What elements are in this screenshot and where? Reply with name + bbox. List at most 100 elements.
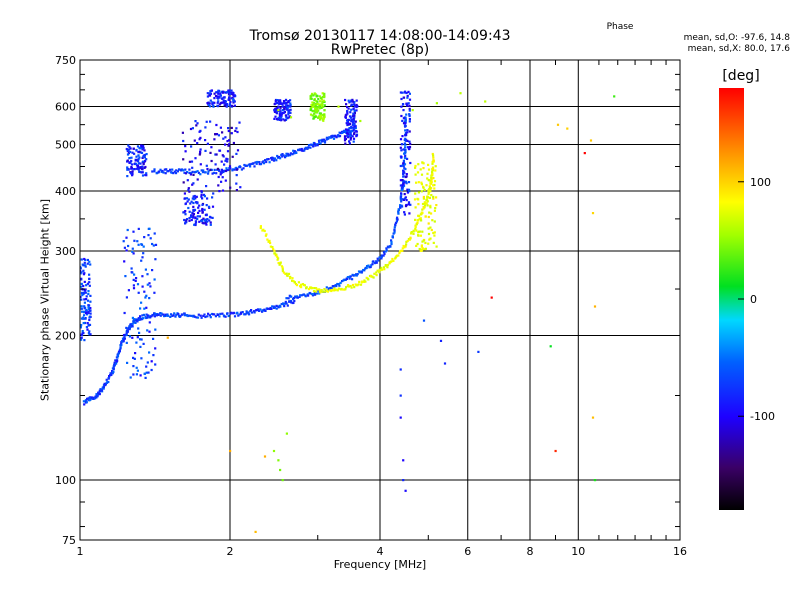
echo-point	[367, 278, 370, 281]
echo-point	[182, 169, 185, 172]
echo-point	[266, 307, 270, 310]
echo-point	[190, 218, 193, 222]
echo-point	[137, 162, 141, 165]
echo-point	[427, 191, 430, 194]
echo-point	[131, 247, 134, 250]
echo-point	[170, 171, 173, 174]
echo-point	[195, 195, 198, 198]
echo-point	[333, 287, 336, 290]
echo-point	[406, 94, 409, 98]
echo-point	[317, 106, 320, 109]
echo-point	[315, 292, 318, 295]
echo-point	[199, 163, 202, 166]
echo-point	[229, 100, 232, 104]
echo-point	[253, 310, 256, 313]
echo-point	[199, 136, 202, 139]
echo-point	[223, 91, 226, 94]
echo-point	[280, 112, 283, 115]
echo-point	[230, 126, 233, 129]
echo-point	[198, 138, 201, 141]
echo-point	[313, 98, 316, 101]
echo-point	[80, 278, 83, 281]
echo-point	[258, 309, 261, 312]
echo-point	[414, 166, 417, 169]
echo-point	[402, 172, 405, 175]
echo-point	[166, 313, 169, 316]
echo-point	[130, 166, 133, 169]
echo-point	[144, 268, 147, 271]
echo-point	[137, 243, 140, 246]
echo-point	[318, 103, 321, 106]
echo-point	[205, 223, 208, 226]
echo-point	[421, 240, 424, 243]
echo-point	[80, 271, 83, 274]
echo-point	[353, 132, 356, 136]
echo-point	[85, 326, 88, 329]
echo-point	[433, 187, 436, 190]
echo-point	[400, 186, 403, 190]
echo-point	[307, 288, 310, 291]
echo-point	[400, 198, 403, 201]
echo-point	[276, 107, 279, 110]
echo-point	[295, 295, 298, 298]
echo-point	[418, 214, 421, 217]
echo-point	[145, 294, 148, 297]
echo-point	[406, 129, 409, 132]
echo-point	[321, 102, 324, 105]
echo-point	[270, 158, 273, 161]
echo-point	[417, 163, 420, 166]
echo-point	[113, 361, 116, 364]
echo-point	[273, 306, 276, 309]
echo-point	[82, 292, 85, 296]
echo-point	[149, 285, 152, 288]
echo-point	[281, 102, 284, 106]
echo-point	[119, 347, 122, 350]
echo-point	[355, 130, 358, 133]
echo-point	[215, 172, 218, 175]
echo-point	[352, 137, 356, 140]
echo-point	[425, 198, 428, 201]
echo-point	[275, 304, 278, 307]
echo-point	[431, 162, 434, 165]
echo-point	[291, 277, 294, 280]
echo-point	[427, 222, 430, 225]
echo-point	[397, 254, 400, 257]
echo-point	[407, 201, 411, 204]
echo-point	[208, 93, 211, 96]
echo-point	[89, 263, 92, 266]
echo-point	[276, 99, 279, 102]
echo-point	[133, 357, 136, 360]
echo-point	[102, 384, 106, 387]
echo-point	[313, 291, 316, 294]
echo-point	[185, 218, 189, 221]
echo-point	[133, 318, 136, 321]
echo-point	[224, 179, 227, 182]
echo-point	[217, 92, 220, 95]
echo-point	[401, 135, 404, 138]
echo-point	[316, 107, 319, 110]
echo-point	[188, 190, 191, 193]
echo-point	[275, 253, 278, 256]
echo-point	[408, 130, 411, 133]
echo-point	[132, 373, 135, 376]
echo-point	[221, 176, 224, 179]
echo-point	[235, 182, 238, 185]
echo-point	[351, 278, 354, 281]
echo-point	[99, 388, 102, 391]
echo-point	[323, 114, 326, 117]
echo-point	[192, 195, 195, 198]
echo-point	[432, 160, 435, 163]
echo-point	[87, 323, 90, 327]
echo-point	[100, 389, 103, 392]
echo-point	[88, 307, 91, 310]
echo-point	[352, 274, 355, 277]
echo-point	[311, 92, 314, 95]
echo-point	[401, 247, 404, 250]
echo-point	[323, 109, 326, 112]
echo-point	[138, 331, 141, 334]
echo-point	[139, 166, 142, 169]
echo-point	[272, 159, 276, 162]
echo-point	[408, 120, 411, 123]
echo-point	[298, 295, 301, 298]
echo-point	[211, 172, 214, 175]
